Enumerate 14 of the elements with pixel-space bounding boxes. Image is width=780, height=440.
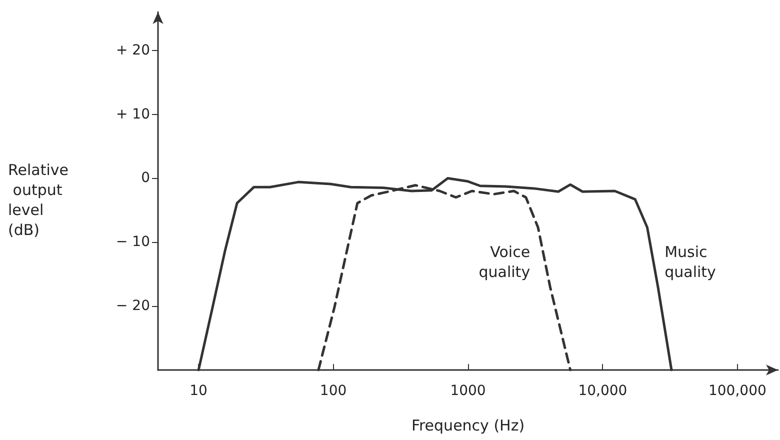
y-tick-label: 0 (141, 170, 150, 186)
series-label: Voice quality (478, 243, 530, 282)
x-tick-label: 100,000 (708, 383, 766, 399)
x-axis-title: Frequency (Hz) (411, 416, 525, 434)
y-tick-label: + 20 (116, 42, 150, 58)
x-tick-label: 10 (190, 383, 208, 399)
x-tick-label: 10,000 (578, 383, 628, 399)
x-tick-label: 1000 (450, 383, 486, 399)
y-tick-label: + 10 (116, 106, 150, 122)
y-tick-label: − 20 (116, 298, 150, 314)
y-axis-title: Relative output level (dB) (8, 161, 68, 239)
y-tick-label: − 10 (116, 234, 150, 250)
x-tick-label: 100 (320, 383, 347, 399)
series-label: Music quality (664, 243, 716, 282)
